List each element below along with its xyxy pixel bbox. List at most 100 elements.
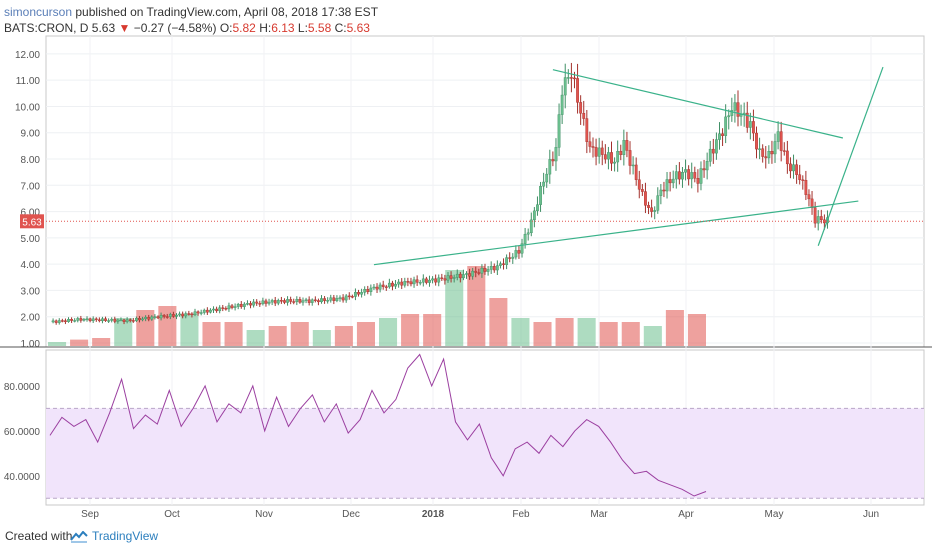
volume-bar <box>665 310 684 346</box>
candle-body <box>415 279 419 283</box>
candle-body <box>424 278 428 283</box>
candle-body <box>647 205 650 208</box>
candle-body <box>338 297 342 299</box>
down-arrow-icon: ▼ <box>118 21 131 35</box>
candle-body <box>412 279 416 285</box>
candle-body <box>659 189 663 196</box>
candle-body <box>591 146 595 148</box>
candle-body <box>761 148 765 157</box>
volume-bar <box>312 330 331 346</box>
candle-body <box>594 147 598 157</box>
candle-body <box>258 303 262 305</box>
candle-body <box>644 191 647 206</box>
chart-canvas[interactable]: 12.00 11.00 10.00 9.00 8.00 7.00 6.00 5.00 4.00 3… <box>0 0 932 522</box>
candle-body <box>261 300 265 305</box>
candle-body <box>699 168 703 184</box>
candle-body <box>310 299 314 303</box>
candle-body <box>819 216 823 221</box>
candle-body <box>508 257 512 259</box>
candle-body <box>529 219 533 234</box>
candle-body <box>94 318 98 321</box>
candle-body <box>187 313 191 315</box>
volume-bar <box>445 270 464 346</box>
trendline <box>552 69 844 139</box>
volume-bar <box>423 314 442 346</box>
candle-body <box>554 147 558 162</box>
candle-body <box>387 282 391 288</box>
candle-body <box>141 318 144 321</box>
current-price-tag-label: 5.63 <box>22 217 42 228</box>
candle-body <box>798 174 802 180</box>
candle-body <box>73 320 77 322</box>
candle-body <box>588 141 592 147</box>
candle-body <box>696 178 700 184</box>
candle-body <box>381 284 385 287</box>
candle-body <box>249 303 252 306</box>
candle-body <box>199 312 203 314</box>
candle-body <box>622 140 626 155</box>
volume-bar <box>467 266 486 346</box>
volume-bar <box>533 322 552 346</box>
volume-bar <box>555 318 574 346</box>
volume-bar <box>70 339 89 346</box>
candle-body <box>209 309 212 313</box>
candle-body <box>625 140 629 151</box>
candle-body <box>196 311 200 314</box>
candle-body <box>563 77 567 96</box>
candle-body <box>693 172 697 179</box>
candle-body <box>668 179 672 184</box>
chart-header: simoncurson published on TradingView.com… <box>4 2 924 36</box>
open-label: O: <box>219 21 233 35</box>
candle-body <box>585 118 589 142</box>
candle-body <box>313 299 317 302</box>
price-tick-label: 9.00 <box>21 129 41 140</box>
time-tick-label: Jun <box>863 509 879 520</box>
candle-body <box>221 307 225 309</box>
price-tick-label: 2.00 <box>21 313 41 324</box>
candle-body <box>724 116 728 136</box>
candle-body <box>607 152 610 160</box>
candle-body <box>97 319 101 322</box>
candle-body <box>110 318 114 321</box>
candle-body <box>807 194 811 200</box>
time-tick-label: Dec <box>342 509 360 520</box>
candle-body <box>613 161 616 164</box>
candle-body <box>270 300 274 303</box>
candle-body <box>792 164 795 172</box>
volume-bar <box>246 330 265 346</box>
candle-body <box>536 204 539 212</box>
candle-body <box>350 296 354 298</box>
candle-body <box>449 275 453 279</box>
candle-body <box>347 295 351 298</box>
candle-body <box>403 281 407 286</box>
time-tick-label: Sep <box>81 509 99 520</box>
candle-body <box>165 316 169 318</box>
price-tick-label: 4.00 <box>21 260 41 271</box>
publish-line: simoncurson published on TradingView.com… <box>4 5 378 19</box>
candle-body <box>298 299 302 303</box>
last-price: 5.63 <box>91 21 116 35</box>
candle-body <box>88 318 92 322</box>
candle-body <box>301 300 305 303</box>
candle-body <box>711 148 715 154</box>
candle-body <box>341 297 345 301</box>
candle-body <box>446 275 450 281</box>
candle-body <box>227 305 231 310</box>
time-tick-label: Oct <box>164 509 180 520</box>
candle-body <box>619 151 623 155</box>
candle-body <box>730 110 734 116</box>
candle-body <box>375 286 379 290</box>
price-tick-label: 1.00 <box>21 339 41 350</box>
candle-body <box>468 273 471 277</box>
volume-bar <box>379 318 398 346</box>
candle-body <box>178 313 181 316</box>
time-tick-label: Mar <box>590 509 608 520</box>
candle-body <box>215 308 218 312</box>
candle-body <box>421 278 425 283</box>
author-link[interactable]: simoncurson <box>4 5 73 19</box>
candle-body <box>526 232 530 235</box>
candle-body <box>795 164 799 175</box>
candle-body <box>168 314 172 317</box>
time-tick-label: Nov <box>255 509 273 520</box>
tradingview-brand[interactable]: TradingView <box>92 529 159 543</box>
